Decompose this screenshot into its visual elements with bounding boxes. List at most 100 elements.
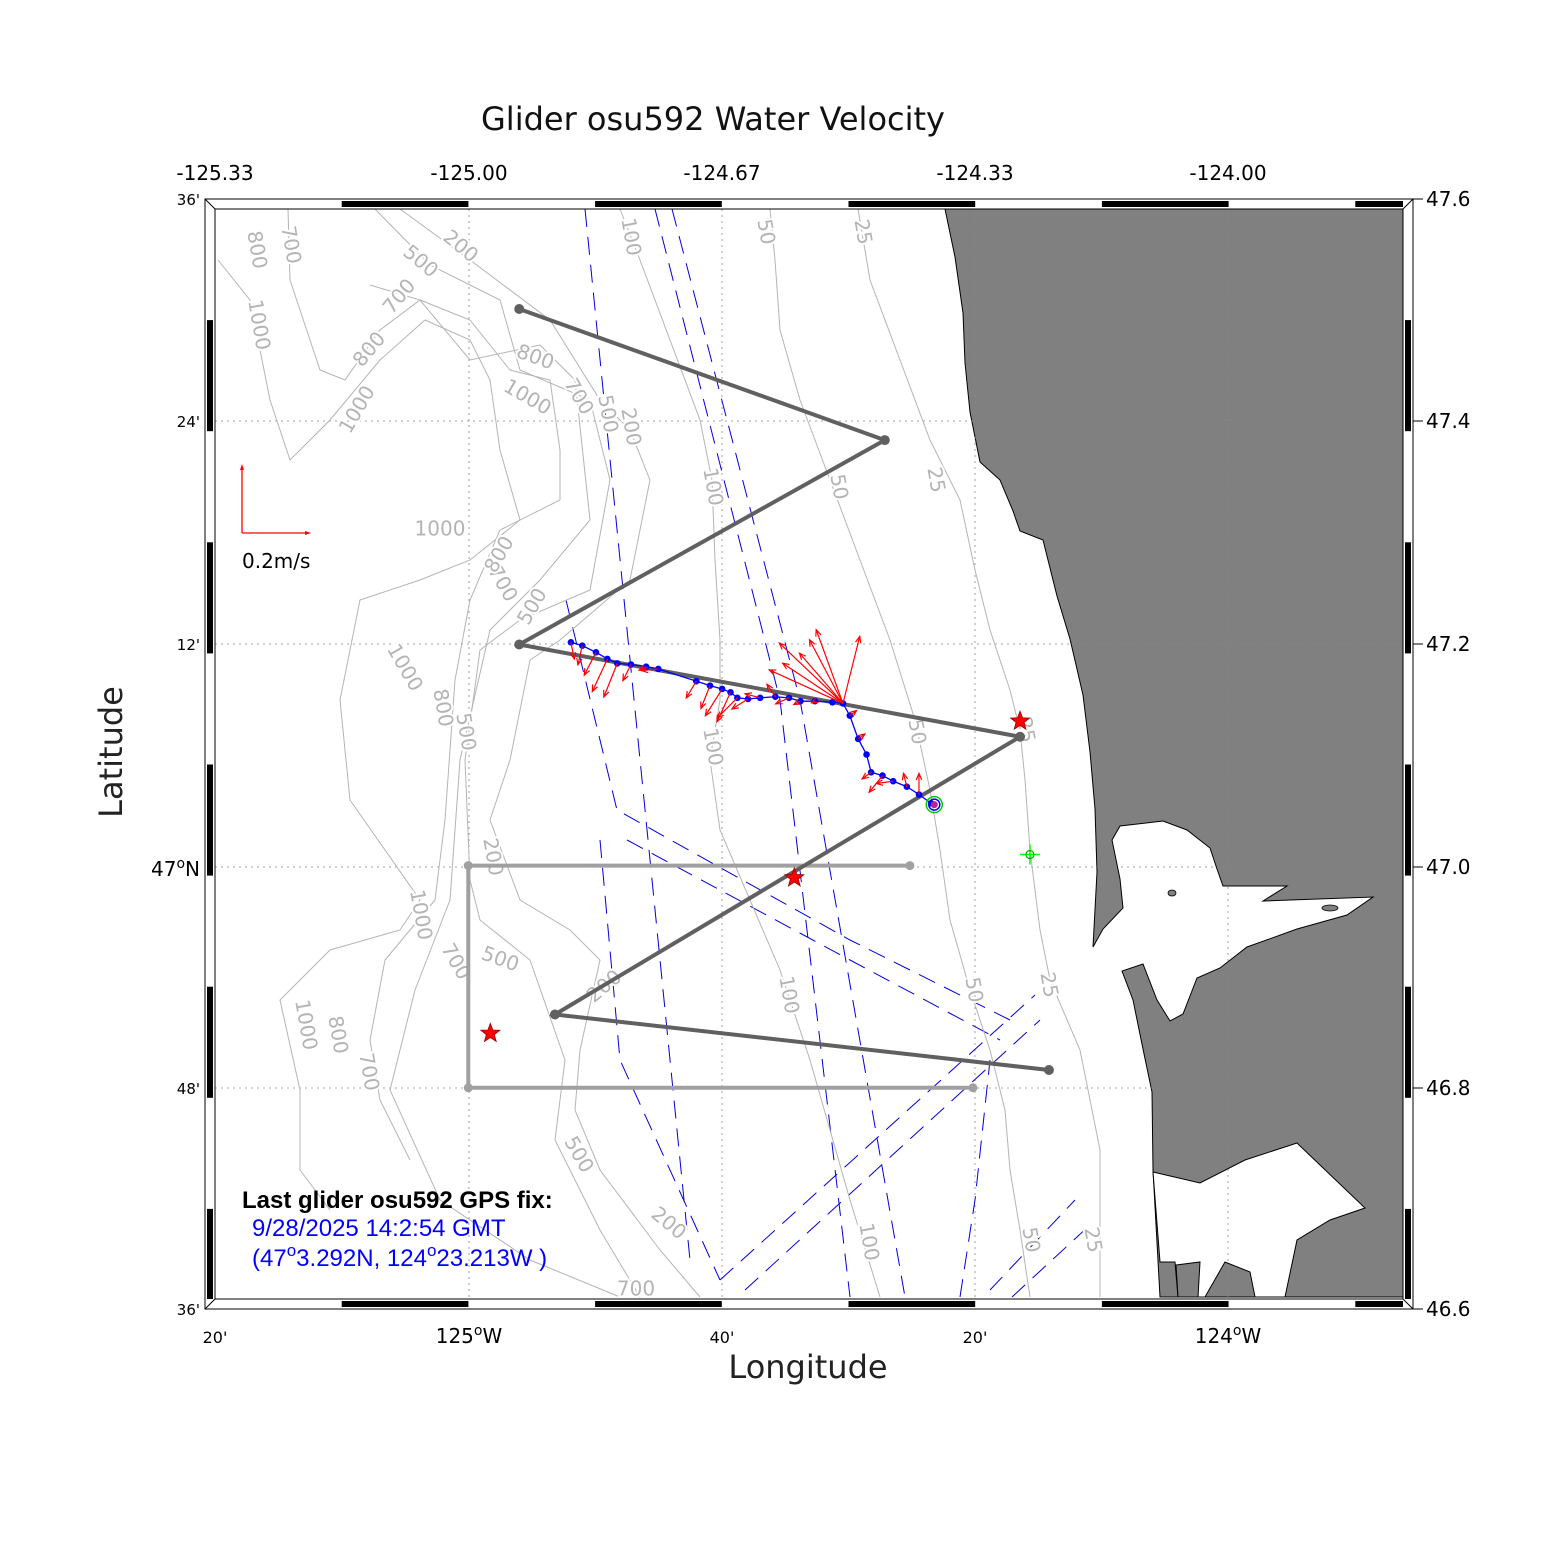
tick-value: 36' (177, 191, 200, 209)
last-fix-annotation: Last glider osu592 GPS fix: 9/28/2025 14… (242, 1187, 553, 1272)
frame-bar-top (1355, 201, 1403, 207)
contour-label: 25 (1035, 970, 1063, 999)
velocity-arrow (685, 680, 697, 700)
shipping-lane-line (719, 994, 1036, 1281)
degree-sign: o (287, 1241, 296, 1260)
velocity-arrowhead-icon (915, 771, 923, 781)
velocity-arrowhead-icon (815, 628, 822, 637)
velocity-arrow (808, 638, 844, 704)
velocity-arrowhead-icon (700, 701, 707, 710)
contour-label: 25 (1079, 1225, 1107, 1254)
velocity-arrow (842, 634, 862, 704)
frame-corner (1402, 1298, 1414, 1310)
contour-line (857, 208, 1101, 1297)
frame-bar-top (848, 201, 976, 207)
velocity-arrow (860, 771, 872, 780)
velocity-arrow (700, 685, 711, 710)
shipping-lane-line (599, 839, 721, 1281)
velocity-arrow (857, 732, 867, 741)
velocity-arrow (766, 683, 776, 698)
velocity-arrowhead-icon (810, 697, 819, 704)
velocity-arrowhead-icon (901, 771, 909, 781)
velocity-arrow-shaft (775, 697, 790, 705)
velocity-arrowhead-icon (730, 702, 739, 710)
tick-value: 36' (177, 1301, 200, 1319)
top-tick-label: -125.33 (176, 161, 253, 185)
frame-bar-bottom (341, 1301, 469, 1307)
velocity-scale: 0.2m/s (240, 464, 311, 573)
velocity-arrow (569, 642, 577, 661)
bottom-tick-label: 125oW (436, 1323, 503, 1348)
velocity-arrow-shaft (685, 680, 697, 699)
velocity-arrow (622, 664, 632, 682)
contour-line (217, 259, 521, 1211)
inner-frame (214, 208, 1404, 1300)
velocity-arrow-shaft (577, 645, 583, 665)
lon-min: 23.213W ) (436, 1245, 547, 1272)
velocity-arrow-shaft (570, 642, 575, 660)
frame-bar-left (207, 542, 213, 654)
velocity-arrow (849, 709, 858, 717)
tick-value: 47 (151, 857, 176, 881)
velocity-arrow-shaft (778, 642, 844, 704)
frame-bar-left (207, 320, 213, 432)
map-frame (204, 198, 1414, 1310)
frame-bar-left (207, 764, 213, 876)
velocity-arrowhead-icon (849, 709, 858, 717)
basemap (215, 208, 1404, 1298)
last-fix-heading: Last glider osu592 GPS fix: (242, 1187, 553, 1214)
frame-bar-right (1405, 986, 1411, 1098)
frame-bar-bottom (595, 1301, 722, 1307)
velocity-arrow-shaft (731, 698, 749, 710)
velocity-arrow (798, 651, 844, 704)
degree-sign: o (1233, 1323, 1242, 1339)
degree-sign: o (427, 1241, 436, 1260)
velocity-arrow (792, 698, 801, 706)
paren: ( (252, 1245, 260, 1272)
left-tick-label: 36' (177, 191, 200, 209)
lat-min: 3.292N, (296, 1245, 387, 1272)
scale-arrowhead-east-icon (305, 531, 311, 535)
left-tick-label: 48' (177, 1080, 200, 1098)
right-tick-label: 47.2 (1426, 632, 1471, 656)
velocity-arrow (591, 658, 608, 693)
frame-bar-bottom (848, 1301, 976, 1307)
contour-label: 50 (825, 472, 853, 501)
velocity-arrow-shaft (782, 662, 844, 704)
island (1321, 904, 1339, 912)
velocity-arrowhead-icon (857, 732, 867, 741)
velocity-arrowhead-icon (640, 666, 649, 674)
lat-deg: 47 (260, 1245, 287, 1272)
velocity-arrow-shaft (766, 683, 776, 698)
tick-value: 125 (436, 1324, 474, 1348)
right-tick-label: 47.4 (1426, 409, 1471, 433)
contour-label: 50 (752, 217, 780, 246)
tick-value: 40' (710, 1328, 735, 1347)
frame-corner (204, 1298, 216, 1310)
velocity-arrowhead-icon (716, 711, 724, 720)
velocity-arrowhead-icon (808, 638, 816, 647)
box-waypoint (968, 1083, 978, 1093)
velocity-arrow (774, 697, 790, 705)
velocity-arrow-shaft (716, 697, 738, 719)
velocity-arrow-shaft (641, 668, 659, 672)
frame-corner (1402, 198, 1414, 210)
velocity-arrowhead-icon (743, 692, 753, 699)
bottom-tick-label: 20' (203, 1328, 228, 1347)
tick-value: 124 (1195, 1324, 1233, 1348)
velocity-arrow (576, 645, 583, 667)
frame-corner (204, 198, 216, 210)
contour-label: 50 (1017, 1225, 1045, 1254)
box-waypoint (463, 1083, 473, 1093)
velocity-arrow-shaft (798, 652, 844, 704)
velocity-arrow (743, 692, 761, 699)
degree-sign: o (474, 1323, 483, 1339)
frame-bar-bottom (1101, 1301, 1229, 1307)
hemisphere: W (1241, 1324, 1261, 1348)
hemisphere: W (482, 1324, 502, 1348)
tick-value: 12' (177, 636, 200, 654)
velocity-arrow-shaft (583, 652, 597, 676)
y-axis-label: Latitude (92, 686, 130, 818)
top-tick-label: -124.67 (683, 161, 760, 185)
frame-bar-right (1405, 542, 1411, 654)
